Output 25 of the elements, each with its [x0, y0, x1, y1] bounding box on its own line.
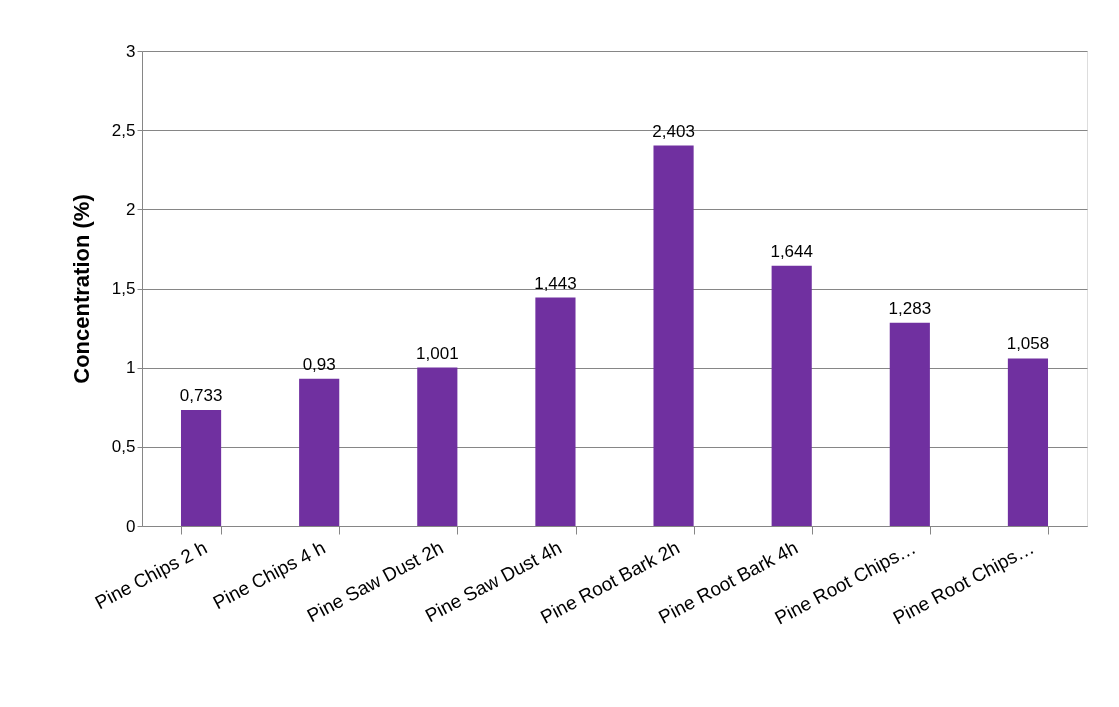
y-axis-title: Concentration (%): [68, 194, 94, 384]
data-label: 2,403: [652, 121, 695, 141]
y-tick-label: 3: [126, 41, 136, 61]
bar: [299, 378, 340, 526]
y-tick-label: 2: [126, 199, 136, 219]
y-tick-label: 2,5: [111, 120, 136, 140]
data-label: 1,644: [770, 241, 813, 261]
data-label: 1,001: [416, 343, 459, 363]
y-tick-label: 1: [126, 358, 136, 378]
data-label: 1,443: [534, 273, 577, 293]
bar: [889, 322, 930, 526]
data-label: 0,93: [302, 354, 336, 374]
bar: [771, 265, 812, 526]
data-label: 0,733: [179, 385, 223, 405]
bar: [1007, 358, 1049, 526]
data-label: 1,058: [1006, 334, 1050, 354]
bar: [535, 297, 576, 526]
y-tick-label: 0,5: [111, 437, 136, 457]
y-tick-label: 1,5: [111, 279, 136, 298]
bar: [417, 367, 458, 526]
bar: [180, 409, 222, 526]
x-tick-label: Pine Chips 2 h: [91, 536, 211, 614]
bar: [653, 145, 694, 526]
y-tick-label: 0: [126, 516, 136, 536]
data-label: 1,283: [888, 298, 932, 318]
